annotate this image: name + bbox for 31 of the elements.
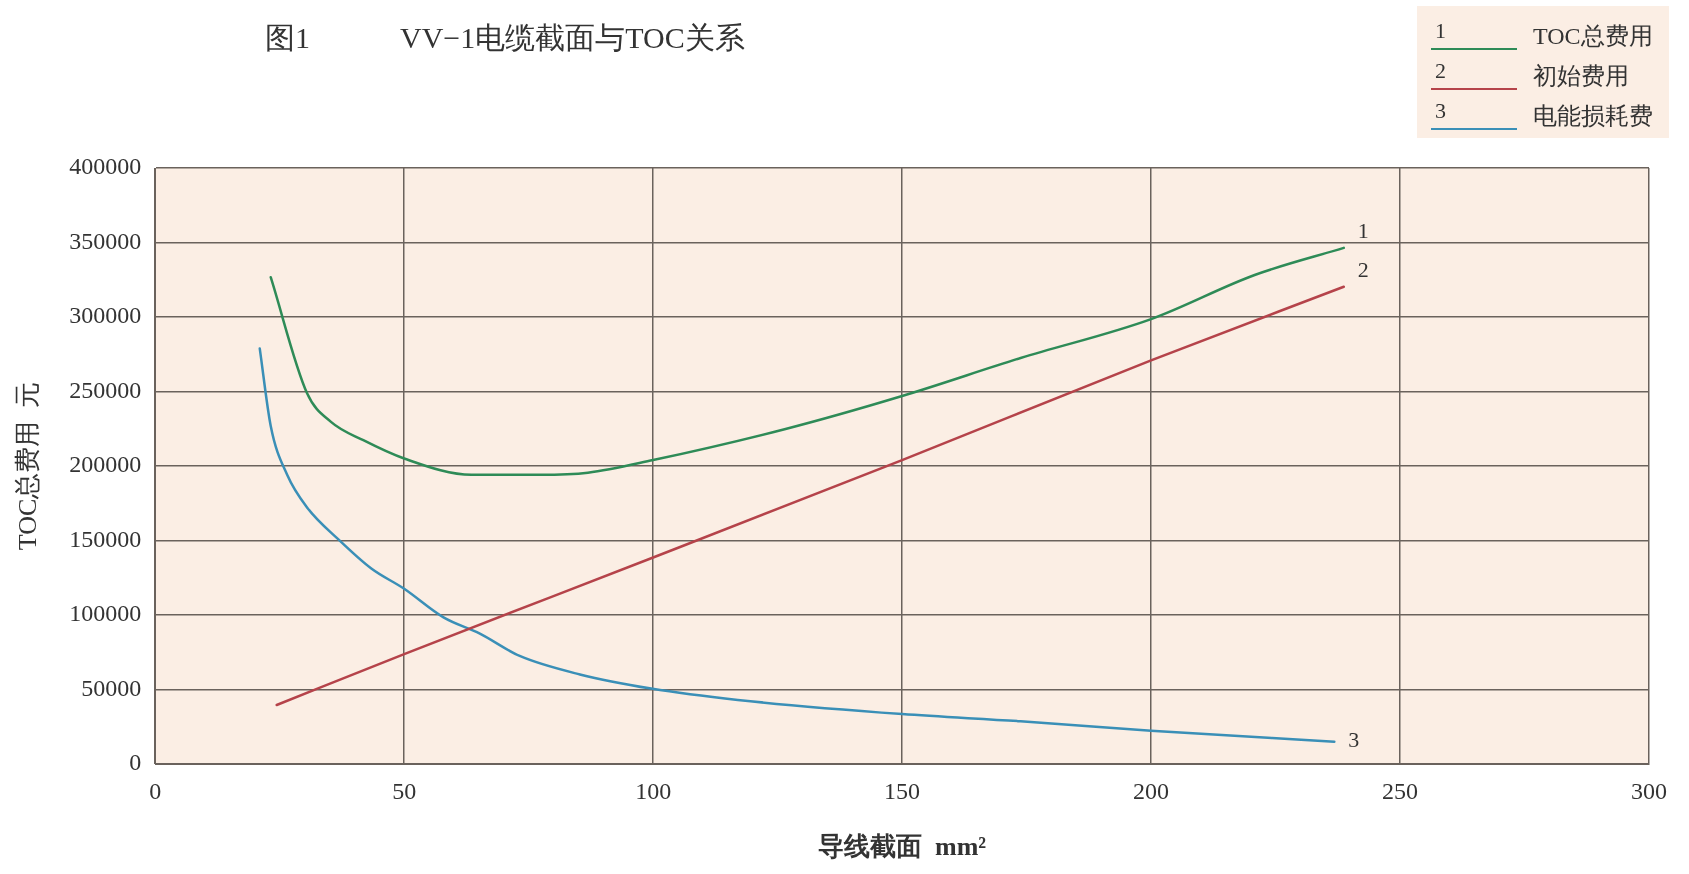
text: 3 <box>1435 98 1446 123</box>
x-tick-label: 200 <box>1133 777 1170 804</box>
legend-label: TOC总费用 <box>1533 22 1653 51</box>
x-tick-label: 50 <box>392 777 417 804</box>
line-series <box>258 347 1336 743</box>
line-series <box>275 285 1346 707</box>
x-tick-label: 300 <box>1631 777 1667 804</box>
y-tick-label: 50000 <box>81 674 142 701</box>
y-axis-title: TOC总费用 元 <box>13 381 43 551</box>
x-tick-label: 250 <box>1382 777 1419 804</box>
annotation: 3 <box>1348 727 1360 753</box>
y-tick-label: 0 <box>129 749 142 776</box>
y-tick-label: 300000 <box>69 302 142 329</box>
y-tick-label: 150000 <box>69 525 142 552</box>
y-tick-label: 100000 <box>69 600 142 627</box>
y-tick-label: 200000 <box>69 451 142 478</box>
text: 2 <box>1435 58 1446 83</box>
line-series <box>269 246 1346 477</box>
y-tick-label: 400000 <box>69 153 142 180</box>
text: 1 <box>1435 18 1446 43</box>
chart-title: 图1 VV−1电缆截面与TOC关系 <box>265 20 745 56</box>
legend-label: 初始费用 <box>1533 62 1629 91</box>
annotation: 1 <box>1357 217 1369 243</box>
legend-label: 电能损耗费 <box>1533 102 1653 131</box>
annotation: 2 <box>1357 256 1369 282</box>
y-tick-label: 250000 <box>69 376 142 403</box>
y-tick-label: 350000 <box>69 227 142 254</box>
x-tick-label: 0 <box>149 777 162 804</box>
x-tick-label: 150 <box>884 777 921 804</box>
x-axis-title: 导线截面 mm² <box>818 832 987 862</box>
x-tick-label: 100 <box>635 777 672 804</box>
